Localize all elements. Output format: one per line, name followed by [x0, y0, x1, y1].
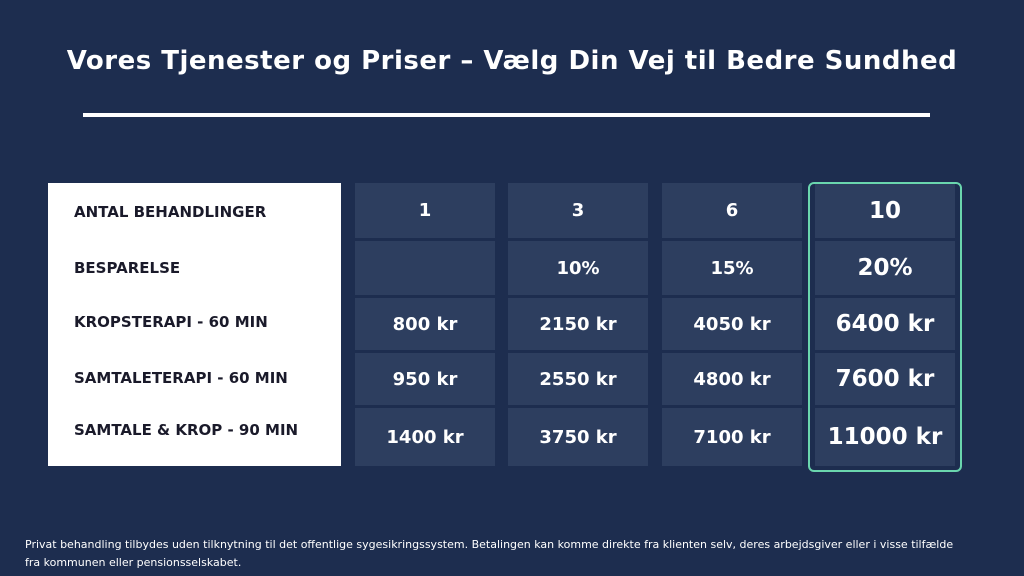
- table-cell: 1: [355, 183, 495, 238]
- table-cell: 7600 kr: [815, 353, 955, 405]
- table-cell: 2150 kr: [508, 298, 648, 350]
- row-label: ANTAL BEHANDLINGER: [74, 203, 267, 221]
- table-cell: 20%: [815, 241, 955, 295]
- title: Vores Tjenester og Priser – Vælg Din Vej…: [66, 46, 958, 76]
- row-label: SAMTALE & KROP - 90 MIN: [74, 421, 299, 439]
- row-label: BESPARELSE: [74, 259, 181, 277]
- table-cell: [355, 241, 495, 295]
- row-label: KROPSTERAPI - 60 MIN: [74, 313, 268, 331]
- table-cell: 6: [662, 183, 802, 238]
- table-cell: 2550 kr: [508, 353, 648, 405]
- table-cell: 950 kr: [355, 353, 495, 405]
- table-cell: 800 kr: [355, 298, 495, 350]
- table-cell: 1400 kr: [355, 408, 495, 466]
- table-cell: 7100 kr: [662, 408, 802, 466]
- table-cell: 3: [508, 183, 648, 238]
- table-cell: 4050 kr: [662, 298, 802, 350]
- label-panel: ANTAL BEHANDLINGER BESPARELSE KROPSTERAPI …: [48, 183, 341, 466]
- table-cell: 6400 kr: [815, 298, 955, 350]
- table-cell: 11000 kr: [815, 408, 955, 466]
- table-cell: 4800 kr: [662, 353, 802, 405]
- table-cell: 3750 kr: [508, 408, 648, 466]
- title-rule: [83, 113, 930, 117]
- table-cell: 15%: [662, 241, 802, 295]
- footnote: Privat behandling tilbydes uden tilknytn…: [25, 538, 954, 551]
- table-cell: 10%: [508, 241, 648, 295]
- table-cell: 10: [815, 183, 955, 238]
- highlight-border: [808, 182, 962, 472]
- footnote: fra kommunen eller pensionsselskabet.: [25, 556, 242, 569]
- row-label: SAMTALETERAPI - 60 MIN: [74, 369, 288, 387]
